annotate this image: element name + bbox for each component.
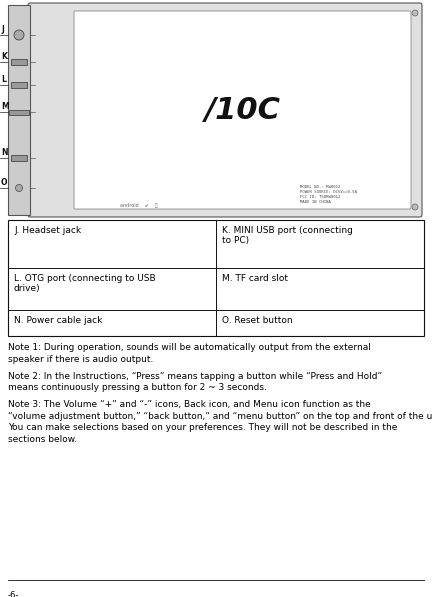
Circle shape [412, 10, 418, 16]
Text: speaker if there is audio output.: speaker if there is audio output. [8, 355, 153, 364]
Text: O: O [1, 178, 7, 187]
Text: J. Headset jack: J. Headset jack [14, 226, 81, 235]
Text: Note 1: During operation, sounds will be automatically output from the external: Note 1: During operation, sounds will be… [8, 343, 371, 352]
FancyBboxPatch shape [74, 11, 411, 209]
Bar [8, 5, 30, 215]
Text: Note 2: In the Instructions, “Press” means tapping a button while “Press and Hol: Note 2: In the Instructions, “Press” mea… [8, 372, 382, 381]
Text: N. Power cable jack: N. Power cable jack [14, 316, 102, 325]
Bar [8, 220, 424, 336]
Text: “volume adjustment button,” “back button,” and “menu button” on the top and fron: “volume adjustment button,” “back button… [8, 412, 432, 421]
Text: K. MINI USB port (connecting
to PC): K. MINI USB port (connecting to PC) [222, 226, 353, 245]
Text: M: M [1, 102, 9, 111]
FancyBboxPatch shape [28, 3, 422, 217]
Bar [11, 155, 27, 161]
Text: L. OTG port (connecting to USB
drive): L. OTG port (connecting to USB drive) [14, 274, 156, 293]
Text: means continuously pressing a button for 2 ~ 3 seconds.: means continuously pressing a button for… [8, 383, 267, 392]
Text: /10C: /10C [204, 96, 280, 125]
Bar [11, 59, 27, 65]
Circle shape [412, 204, 418, 210]
Text: -6-: -6- [8, 591, 19, 597]
Text: J: J [1, 25, 4, 34]
Text: O. Reset button: O. Reset button [222, 316, 292, 325]
Text: You can make selections based on your preferences. They will not be described in: You can make selections based on your pr… [8, 423, 397, 432]
Circle shape [16, 184, 22, 192]
Text: N: N [1, 148, 7, 157]
Text: Note 3: The Volume “+” and “-” icons, Back icon, and Menu icon function as the: Note 3: The Volume “+” and “-” icons, Ba… [8, 401, 371, 410]
Bar [9, 109, 29, 115]
Bar [11, 82, 27, 88]
Text: M. TF card slot: M. TF card slot [222, 274, 288, 283]
Text: sections below.: sections below. [8, 435, 77, 444]
Text: MODEL NO.: MW8012
POWER SOURCE: DC5V==0.5A
FCC ID: T58MW8012
MADE IN CHINA: MODEL NO.: MW8012 POWER SOURCE: DC5V==0.… [300, 185, 357, 204]
Circle shape [14, 30, 24, 40]
Text: android    ✔    ⌖: android ✔ ⌖ [120, 203, 158, 208]
Text: K: K [1, 52, 7, 61]
Text: L: L [1, 75, 6, 84]
